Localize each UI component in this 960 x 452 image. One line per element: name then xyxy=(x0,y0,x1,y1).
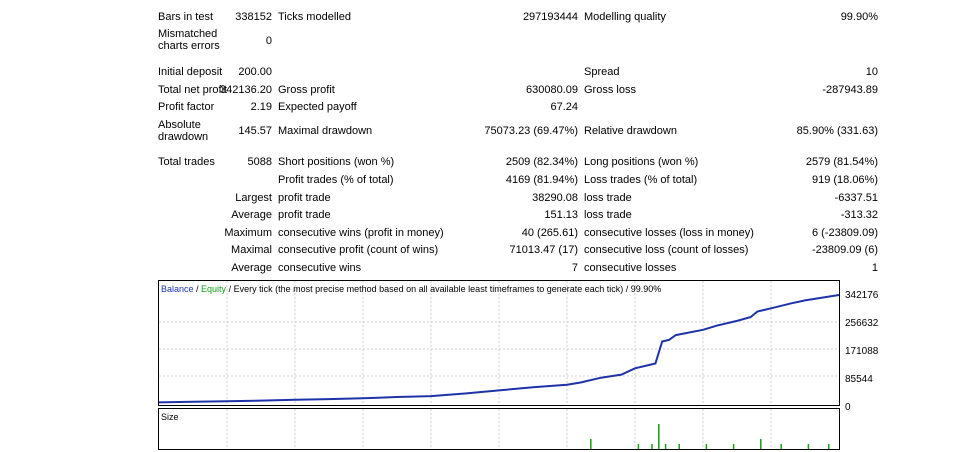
relative-drawdown-value: 85.90% (331.63) xyxy=(796,125,878,137)
ticks-modelled-value: 297193444 xyxy=(522,11,578,23)
avg-consecutive-wins-label: consecutive wins xyxy=(278,262,362,274)
chart-header: Balance / Equity / Every tick (the most … xyxy=(161,284,661,294)
avg-consecutive-wins-value: 7 xyxy=(571,262,578,274)
total-trades-label: Total trades xyxy=(158,156,215,168)
average-loss-label: loss trade xyxy=(584,209,632,221)
relative-drawdown-label: Relative drawdown xyxy=(584,125,677,137)
absolute-drawdown-label-line2: drawdown xyxy=(158,131,209,143)
initial-deposit-label: Initial deposit xyxy=(158,66,223,78)
avg-consecutive-losses-label: consecutive losses xyxy=(584,262,677,274)
spread-value: 10 xyxy=(865,66,878,78)
short-positions-value: 2509 (82.34%) xyxy=(505,156,578,168)
largest-label: Largest xyxy=(235,192,272,204)
average2-label: Average xyxy=(231,262,272,274)
chart-header-equity: Equity xyxy=(201,284,227,294)
max-consecutive-losses-label: consecutive losses (loss in money) xyxy=(584,227,754,239)
chart-header-balance: Balance xyxy=(161,284,194,294)
chart-header-rest: / Every tick (the most precise method ba… xyxy=(226,284,662,294)
y-tick-label: 171088 xyxy=(845,346,879,357)
size-chart-label: Size xyxy=(161,412,179,422)
max-consecutive-wins-label: consecutive wins (profit in money) xyxy=(278,227,444,239)
absolute-drawdown-label-line1: Absolute xyxy=(158,119,201,131)
maximal-consecutive-profit-value: 71013.47 (17) xyxy=(509,244,579,256)
profit-factor-value: 2.19 xyxy=(250,101,272,113)
avg-consecutive-losses-value: 1 xyxy=(871,262,878,274)
maximum-label: Maximum xyxy=(224,227,272,239)
initial-deposit-value: 200.00 xyxy=(238,66,272,78)
balance-line xyxy=(158,294,840,404)
total-net-profit-label: Total net profit xyxy=(158,84,228,96)
average-profit-label: profit trade xyxy=(278,209,331,221)
maximal-drawdown-label: Maximal drawdown xyxy=(278,125,373,137)
ticks-modelled-label: Ticks modelled xyxy=(278,11,351,23)
bars-in-test-label: Bars in test xyxy=(158,11,214,23)
average-loss-value: -313.32 xyxy=(840,209,878,221)
maximal-label: Maximal xyxy=(231,244,272,256)
maximal-consecutive-profit-label: consecutive profit (count of wins) xyxy=(278,244,439,256)
absolute-drawdown-value: 145.57 xyxy=(238,125,272,137)
y-tick-label: 85544 xyxy=(845,374,873,385)
maximal-drawdown-value: 75073.23 (69.47%) xyxy=(484,125,578,137)
average-label: Average xyxy=(231,209,272,221)
maximal-consecutive-loss-label: consecutive loss (count of losses) xyxy=(584,244,749,256)
profit-factor-label: Profit factor xyxy=(158,101,215,113)
max-consecutive-wins-value: 40 (265.61) xyxy=(521,227,578,239)
loss-trades-label: Loss trades (% of total) xyxy=(584,174,698,186)
y-tick-label: 256632 xyxy=(845,318,879,329)
profit-trades-value: 4169 (81.94%) xyxy=(505,174,578,186)
mismatched-value: 0 xyxy=(265,35,272,47)
size-chart-plot xyxy=(226,409,830,449)
long-positions-value: 2579 (81.54%) xyxy=(805,156,878,168)
balance-chart-plot xyxy=(158,281,840,405)
balance-chart xyxy=(158,280,840,406)
largest-profit-label: profit trade xyxy=(278,192,331,204)
gross-profit-label: Gross profit xyxy=(278,84,335,96)
max-consecutive-losses-value: 6 (-23809.09) xyxy=(811,227,878,239)
y-tick-label: 0 xyxy=(845,402,851,413)
total-trades-value: 5088 xyxy=(247,156,272,168)
modelling-quality-label: Modelling quality xyxy=(584,11,666,23)
average-profit-value: 151.13 xyxy=(544,209,578,221)
gross-loss-value: -287943.89 xyxy=(822,84,878,96)
loss-trades-value: 919 (18.06%) xyxy=(811,174,878,186)
total-net-profit-value: 342136.20 xyxy=(220,84,272,96)
size-chart xyxy=(158,408,840,450)
bars-in-test-value: 338152 xyxy=(235,11,272,23)
modelling-quality-value: 99.90% xyxy=(840,11,878,23)
expected-payoff-label: Expected payoff xyxy=(278,101,357,113)
short-positions-label: Short positions (won %) xyxy=(278,156,395,168)
maximal-consecutive-loss-value: -23809.09 (6) xyxy=(811,244,878,256)
gross-profit-value: 630080.09 xyxy=(526,84,578,96)
mismatched-label-line1: Mismatched xyxy=(158,28,218,40)
mismatched-label-line2: charts errors xyxy=(158,40,220,52)
gross-loss-label: Gross loss xyxy=(584,84,636,96)
long-positions-label: Long positions (won %) xyxy=(584,156,699,168)
y-tick-label: 342176 xyxy=(845,290,879,301)
largest-loss-value: -6337.51 xyxy=(834,192,878,204)
expected-payoff-value: 67.24 xyxy=(550,101,578,113)
chart-header-sep: / xyxy=(193,284,202,294)
largest-loss-label: loss trade xyxy=(584,192,632,204)
spread-label: Spread xyxy=(584,66,620,78)
profit-trades-label: Profit trades (% of total) xyxy=(278,174,394,186)
largest-profit-value: 38290.08 xyxy=(532,192,578,204)
